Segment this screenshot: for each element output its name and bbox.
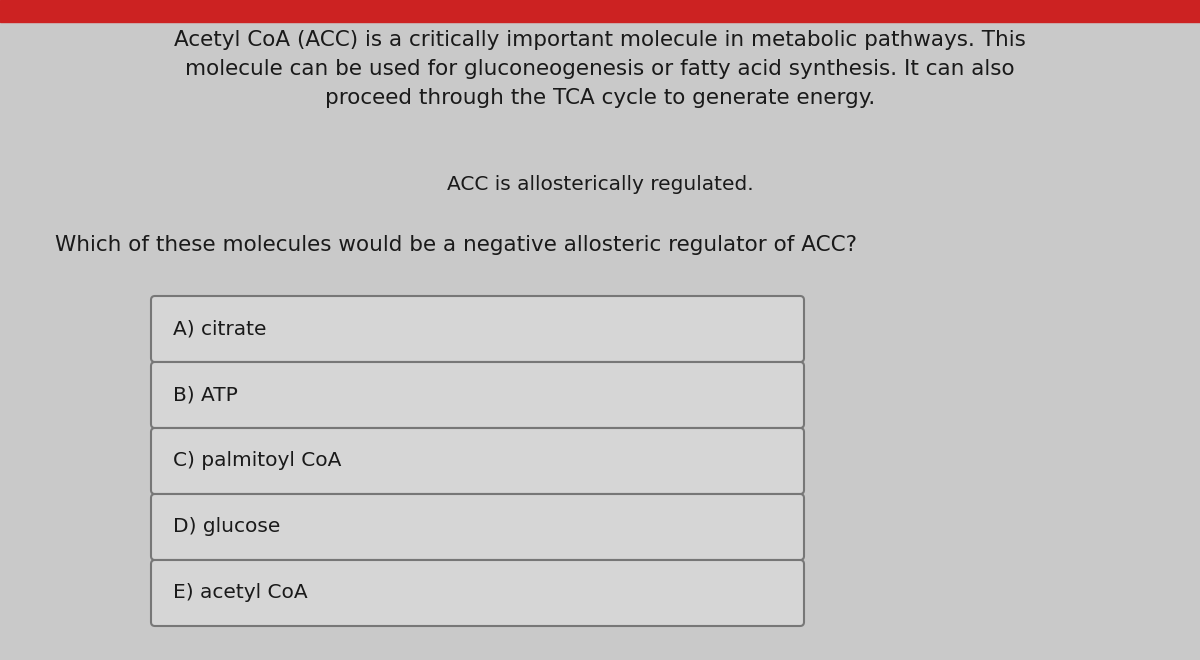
Text: ACC is allosterically regulated.: ACC is allosterically regulated. (446, 175, 754, 194)
FancyBboxPatch shape (151, 362, 804, 428)
Text: D) glucose: D) glucose (173, 517, 281, 537)
FancyBboxPatch shape (151, 428, 804, 494)
FancyBboxPatch shape (151, 296, 804, 362)
Text: Acetyl CoA (ACC) is a critically important molecule in metabolic pathways. This
: Acetyl CoA (ACC) is a critically importa… (174, 30, 1026, 108)
Text: B) ATP: B) ATP (173, 385, 238, 405)
Text: A) citrate: A) citrate (173, 319, 266, 339)
Text: C) palmitoyl CoA: C) palmitoyl CoA (173, 451, 341, 471)
Bar (0, 0, 1200, 22)
Text: Which of these molecules would be a negative allosteric regulator of ACC?: Which of these molecules would be a nega… (55, 235, 857, 255)
FancyBboxPatch shape (151, 560, 804, 626)
Text: E) acetyl CoA: E) acetyl CoA (173, 583, 307, 603)
FancyBboxPatch shape (151, 494, 804, 560)
